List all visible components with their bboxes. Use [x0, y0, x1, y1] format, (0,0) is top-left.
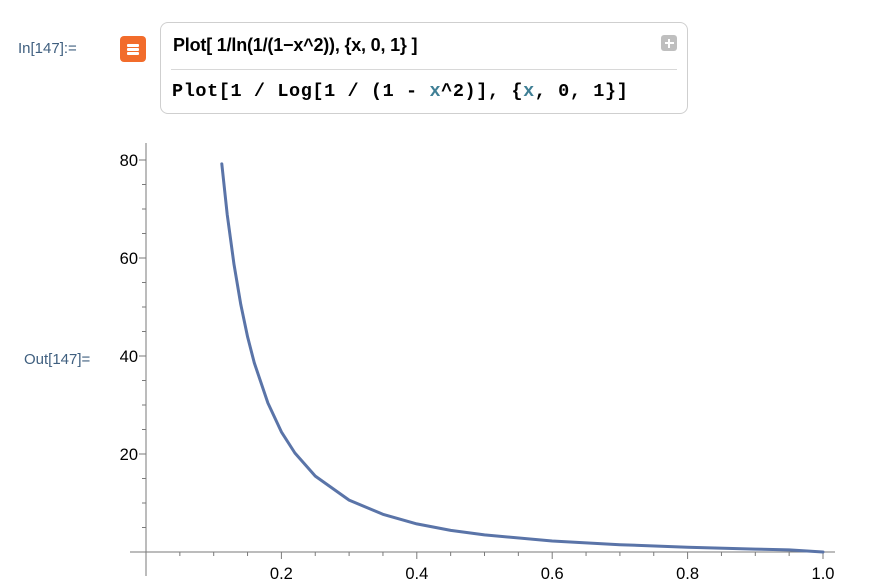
natural-language-query[interactable]: Plot[ 1/ln(1/(1−x^2)), {x, 0, 1} ] — [173, 35, 418, 55]
plus-icon[interactable] — [661, 35, 677, 51]
code-part: , 0, 1}] — [534, 81, 629, 102]
wolfram-alpha-equals-icon[interactable] — [120, 36, 146, 62]
x-tick-label: 0.6 — [541, 565, 564, 583]
x-tick-label: 0.8 — [676, 565, 699, 583]
x-tick-label: 0.2 — [270, 565, 293, 583]
interpreted-code[interactable]: Plot[1 / Log[1 / (1 - x^2)], {x, 0, 1}] — [172, 81, 628, 102]
x-tick-label: 1.0 — [812, 565, 835, 583]
code-part: ^2)], { — [441, 81, 524, 102]
y-tick-label: 20 — [120, 446, 138, 464]
y-tick-label: 80 — [120, 152, 138, 170]
divider — [171, 69, 677, 70]
x-tick-label: 0.4 — [405, 565, 428, 583]
code-part: Plot[1 / Log[1 / (1 - — [172, 81, 430, 102]
plot-curve — [220, 162, 825, 554]
y-tick-label: 40 — [120, 348, 138, 366]
input-cell-label: In[147]:= — [18, 40, 77, 57]
output-cell-label: Out[147]= — [24, 351, 91, 368]
y-tick-label: 60 — [120, 250, 138, 268]
natural-language-input-box[interactable]: Plot[ 1/ln(1/(1−x^2)), {x, 0, 1} ] Plot[… — [160, 22, 688, 114]
code-variable: x — [523, 81, 535, 102]
code-variable: x — [429, 81, 442, 102]
